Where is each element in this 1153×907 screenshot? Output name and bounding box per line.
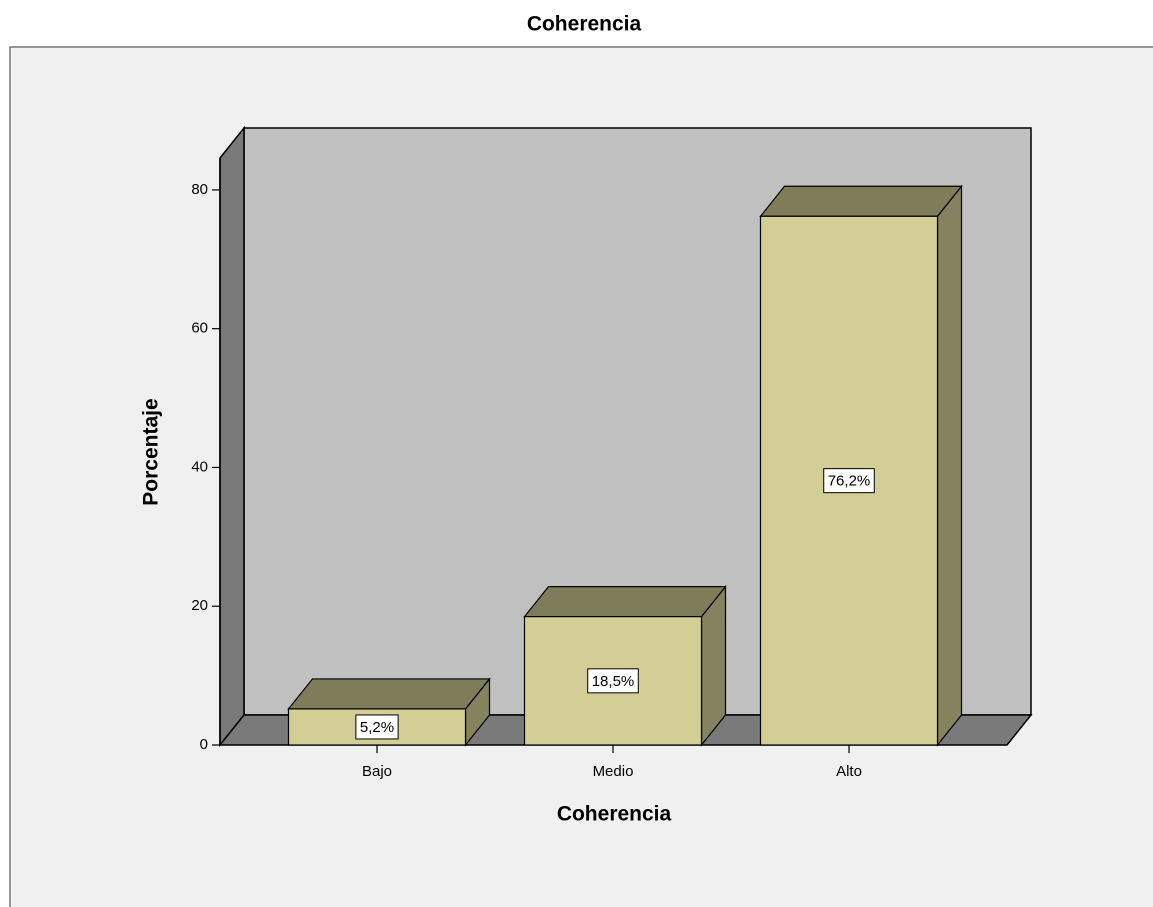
value-label-box [355, 714, 399, 740]
chart-title: Coherencia [527, 13, 642, 36]
y-tick-label: 60 [191, 320, 208, 337]
y-tick-label: 40 [191, 458, 208, 475]
y-axis-label: Porcentaje [140, 398, 163, 505]
x-tick-label: Medio [593, 763, 634, 780]
value-label-box [587, 668, 639, 694]
bar-top [759, 185, 963, 217]
bar-top [287, 678, 491, 710]
side-wall [219, 125, 245, 748]
value-label: 5,2% [360, 719, 394, 736]
y-tick-label: 0 [200, 736, 208, 753]
y-tick-label: 20 [191, 597, 208, 614]
x-tick-label: Bajo [362, 763, 392, 780]
value-label: 76,2% [828, 473, 871, 490]
x-tick-label: Alto [836, 763, 862, 780]
value-label: 18,5% [592, 673, 635, 690]
value-label-box [823, 468, 875, 494]
bar-top [523, 586, 727, 618]
x-axis-label: Coherencia [557, 803, 672, 826]
bar-side [936, 184, 963, 747]
y-tick-label: 80 [191, 181, 208, 198]
